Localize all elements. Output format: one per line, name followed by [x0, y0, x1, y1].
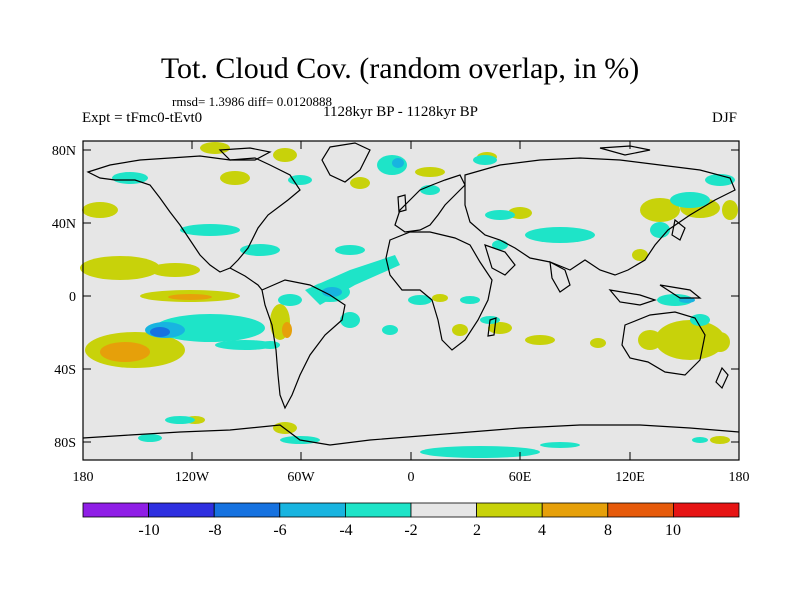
lon-ticks [191, 141, 631, 460]
experiment-label: Expt = tFmc0-tEvt0 [82, 110, 203, 126]
lon-label-180e: 180 [729, 470, 750, 485]
colorbar-swatch [82, 502, 149, 518]
colorbar-swatch [279, 502, 346, 518]
period-label: 1128kyr BP - 1128kyr BP [323, 104, 479, 120]
colorbar-swatch [148, 502, 215, 518]
lon-label-120w: 120W [175, 470, 210, 485]
colorbar-swatch [476, 502, 543, 518]
colorbar-label: 4 [538, 522, 546, 539]
lat-label-40n: 40N [52, 217, 76, 232]
colorbar-label: 10 [665, 522, 681, 539]
colorbar-label: -4 [339, 522, 352, 539]
lon-label-0: 0 [408, 470, 415, 485]
season-label: DJF [712, 110, 738, 126]
colorbar-labels: -10 -8 -6 -4 -2 2 4 8 10 [138, 522, 681, 539]
colorbar-swatch [344, 502, 412, 518]
colorbar-label: -10 [138, 522, 159, 539]
colorbar-label: 8 [604, 522, 612, 539]
lon-label-60e: 60E [509, 470, 532, 485]
coastlines [82, 142, 740, 446]
map-title: Tot. Cloud Cov. (random overlap, in %) [160, 52, 640, 85]
colorbar-swatch [213, 502, 281, 518]
lon-label-180w: 180 [73, 470, 94, 485]
lat-ticks [83, 149, 739, 443]
colorbar-swatch [541, 502, 609, 518]
anomaly-contours [80, 142, 738, 458]
colorbar-label: -6 [273, 522, 286, 539]
colorbar-swatch [410, 502, 477, 518]
colorbar-label: -8 [208, 522, 221, 539]
lon-label-60w: 60W [287, 470, 315, 485]
colorbar-label: 2 [473, 522, 481, 539]
lat-label-0: 0 [69, 290, 76, 305]
colorbar [82, 502, 740, 518]
colorbar-swatch [673, 502, 740, 518]
colorbar-swatch [607, 502, 674, 518]
lon-label-120e: 120E [615, 470, 645, 485]
lat-label-80s: 80S [54, 436, 76, 451]
stats-label: rmsd= 1.3986 diff= 0.0120888 [172, 94, 332, 109]
lat-label-40s: 40S [54, 363, 76, 378]
colorbar-label: -2 [404, 522, 417, 539]
lat-label-80n: 80N [52, 144, 76, 159]
